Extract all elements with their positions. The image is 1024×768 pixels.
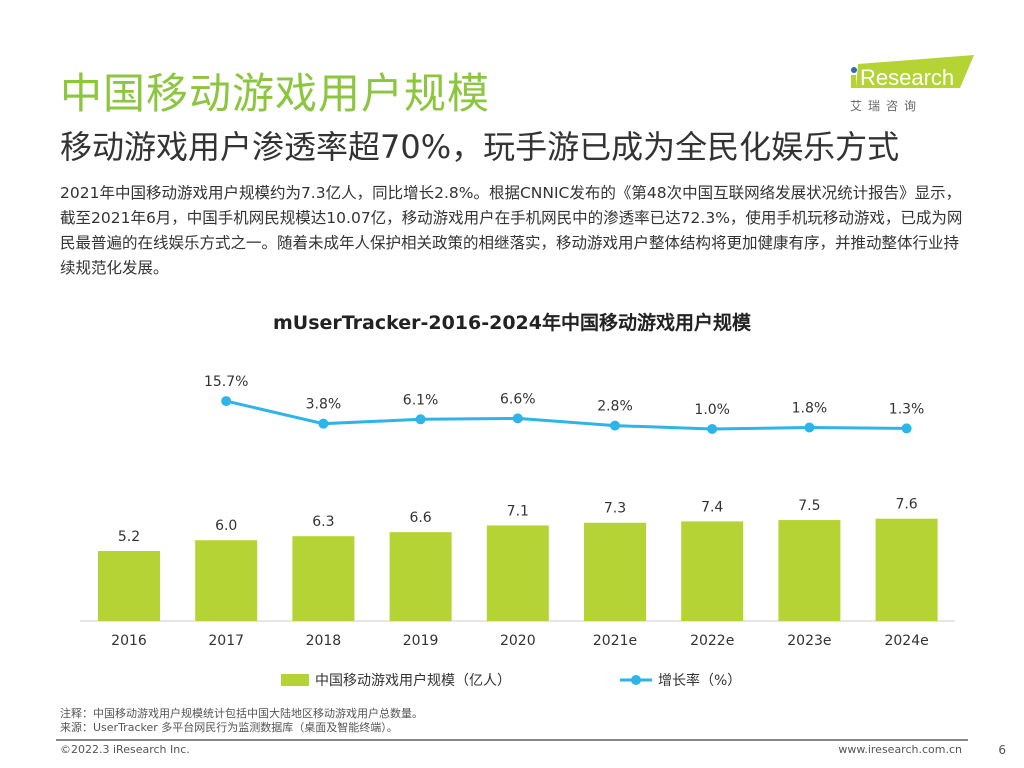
body-text: 2021年中国移动游戏用户规模约为7.3亿人，同比增长2.8%。根据CNNIC发… bbox=[60, 184, 963, 277]
legend-line-marker bbox=[631, 675, 641, 685]
x-tick-label: 2020 bbox=[500, 633, 536, 649]
bar-label: 7.1 bbox=[507, 503, 529, 519]
copyright: ©2022.3 iResearch Inc. bbox=[60, 743, 190, 756]
bar-label: 6.0 bbox=[215, 518, 237, 534]
x-tick-label: 2021e bbox=[593, 633, 637, 649]
x-tick-label: 2016 bbox=[111, 633, 147, 649]
bar bbox=[486, 525, 549, 621]
growth-point bbox=[221, 396, 232, 407]
footnotes: 注释：中国移动游戏用户规模统计包括中国大陆地区移动游戏用户总数量。 来源：Use… bbox=[60, 707, 423, 735]
growth-label: 1.3% bbox=[889, 401, 925, 417]
growth-point bbox=[318, 418, 329, 429]
growth-point bbox=[707, 424, 718, 434]
x-tick-label: 2019 bbox=[403, 633, 439, 649]
x-tick-label: 2018 bbox=[306, 633, 342, 649]
bar-label: 7.5 bbox=[798, 498, 820, 514]
bar bbox=[195, 540, 258, 621]
bar-label: 6.6 bbox=[409, 510, 431, 526]
growth-point bbox=[804, 422, 815, 433]
x-tick-label: 2024e bbox=[884, 633, 928, 649]
legend-bar-label: 中国移动游戏用户规模（亿人） bbox=[315, 672, 511, 689]
growth-label: 1.8% bbox=[792, 400, 828, 416]
bar bbox=[778, 520, 841, 621]
note: 注释：中国移动游戏用户规模统计包括中国大陆地区移动游戏用户总数量。 bbox=[60, 707, 423, 720]
bar-label: 7.6 bbox=[895, 497, 917, 513]
legend-line-label: 增长率（%） bbox=[658, 672, 741, 689]
page-title: 中国移动游戏用户规模 bbox=[60, 69, 491, 118]
bar bbox=[98, 551, 160, 621]
chart: 5.2 2016 6.0 2017 6.3 2018 6.6 2019 7.1 2020 7.3 20… bbox=[80, 374, 955, 689]
bar bbox=[875, 518, 938, 621]
source: 来源：UserTracker 多平台网民行为监测数据库（桌面及智能终端）。 bbox=[60, 721, 398, 734]
svg-text:Research: Research bbox=[860, 65, 954, 90]
growth-label: 6.6% bbox=[500, 391, 536, 407]
growth-label: 3.8% bbox=[306, 397, 342, 413]
divider bbox=[56, 739, 968, 741]
iresearch-logo: Research 艾瑞咨询 bbox=[850, 55, 974, 113]
chart-title: mUserTracker-2016-2024年中国移动游戏用户规模 bbox=[272, 312, 752, 334]
x-tick-label: 2023e bbox=[787, 633, 831, 649]
growth-point bbox=[901, 423, 912, 434]
bar-label: 7.3 bbox=[604, 501, 626, 517]
x-tick-label: 2022e bbox=[690, 633, 734, 649]
page-number: 6 bbox=[998, 743, 1006, 757]
growth-point bbox=[610, 420, 620, 431]
legend-bar-swatch bbox=[281, 674, 309, 686]
svg-text:艾瑞咨询: 艾瑞咨询 bbox=[850, 98, 922, 113]
growth-point bbox=[415, 414, 426, 425]
growth-point bbox=[512, 413, 523, 424]
growth-line bbox=[225, 399, 907, 431]
website-link[interactable]: www.iresearch.com.cn bbox=[838, 743, 962, 756]
growth-label: 15.7% bbox=[204, 374, 248, 390]
bar-label: 7.4 bbox=[701, 499, 723, 515]
bar-label: 6.3 bbox=[312, 514, 334, 530]
bar bbox=[389, 532, 452, 621]
bar bbox=[681, 521, 744, 621]
x-tick-label: 2017 bbox=[208, 633, 244, 649]
growth-label: 1.0% bbox=[694, 402, 730, 418]
bar bbox=[292, 536, 355, 621]
growth-label: 2.8% bbox=[597, 399, 633, 415]
bar bbox=[584, 522, 646, 621]
bar-label: 5.2 bbox=[118, 529, 140, 545]
page-subtitle: 移动游戏用户渗透率超70%，玩手游已成为全民化娱乐方式 bbox=[60, 128, 900, 166]
growth-label: 6.1% bbox=[403, 392, 439, 408]
